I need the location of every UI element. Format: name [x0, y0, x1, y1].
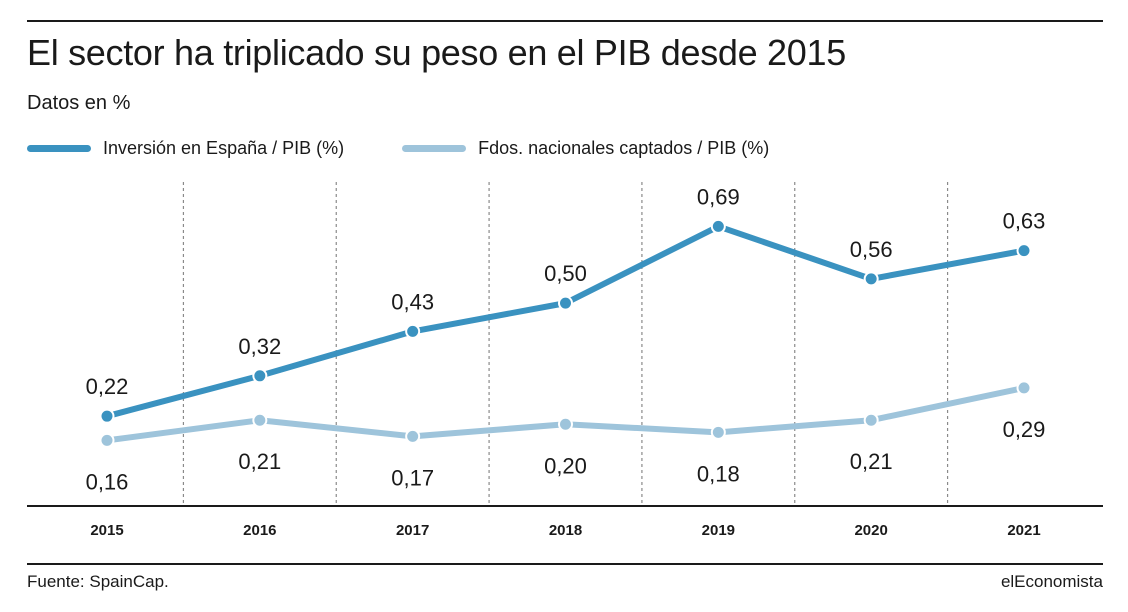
chart-subtitle: Datos en % [27, 92, 131, 114]
data-point [99, 432, 115, 448]
data-point [710, 218, 726, 234]
legend: Inversión en España / PIB (%) Fdos. naci… [27, 136, 769, 160]
source-note: Fuente: SpainCap. [27, 572, 169, 591]
data-point [558, 416, 573, 432]
x-tick-label: 2016 [243, 522, 276, 539]
data-label: 0,56 [850, 237, 893, 262]
data-label: 0,50 [544, 261, 587, 286]
data-label: 0,32 [238, 334, 281, 359]
data-label: 0,16 [86, 469, 129, 494]
top-rule [27, 20, 1103, 22]
data-label: 0,18 [697, 461, 740, 486]
data-label: 0,21 [238, 449, 281, 474]
data-label: 0,63 [1003, 209, 1046, 234]
x-tick-label: 2021 [1007, 522, 1040, 539]
data-label: 0,22 [86, 374, 129, 399]
data-label: 0,17 [391, 465, 434, 490]
legend-item-inversion: Inversión en España / PIB (%) [27, 138, 344, 159]
x-tick-label: 2017 [396, 522, 429, 539]
data-label: 0,21 [850, 449, 893, 474]
x-tick-label: 2015 [90, 522, 123, 539]
data-point [710, 424, 726, 440]
data-point [1016, 243, 1032, 259]
data-point [558, 295, 573, 311]
data-point [99, 408, 115, 424]
data-label: 0,29 [1003, 417, 1046, 442]
data-label: 0,43 [391, 289, 434, 314]
data-label: 0,69 [697, 184, 740, 209]
legend-label-inversion: Inversión en España / PIB (%) [103, 137, 345, 158]
data-point [1016, 380, 1032, 396]
data-point [252, 368, 268, 384]
data-label: 0,20 [544, 453, 587, 478]
brand-logo-text: elEconomista [1000, 572, 1103, 591]
x-tick-label: 2019 [702, 522, 735, 539]
legend-label-fondos: Fdos. nacionales captados / PIB (%) [478, 137, 770, 158]
legend-swatch-fondos [402, 144, 467, 152]
series-line-1 [104, 384, 1027, 444]
data-point [252, 412, 268, 428]
legend-item-fondos: Fdos. nacionales captados / PIB (%) [402, 138, 769, 159]
data-point [863, 271, 879, 287]
chart-title: El sector ha triplicado su peso en el PI… [27, 32, 846, 73]
data-point [405, 323, 421, 339]
footer-rule [27, 563, 1103, 565]
data-point [405, 428, 421, 444]
legend-swatch-inversion [27, 144, 91, 152]
x-tick-label: 2018 [549, 522, 582, 539]
data-point [863, 412, 879, 428]
x-tick-label: 2020 [854, 522, 887, 539]
